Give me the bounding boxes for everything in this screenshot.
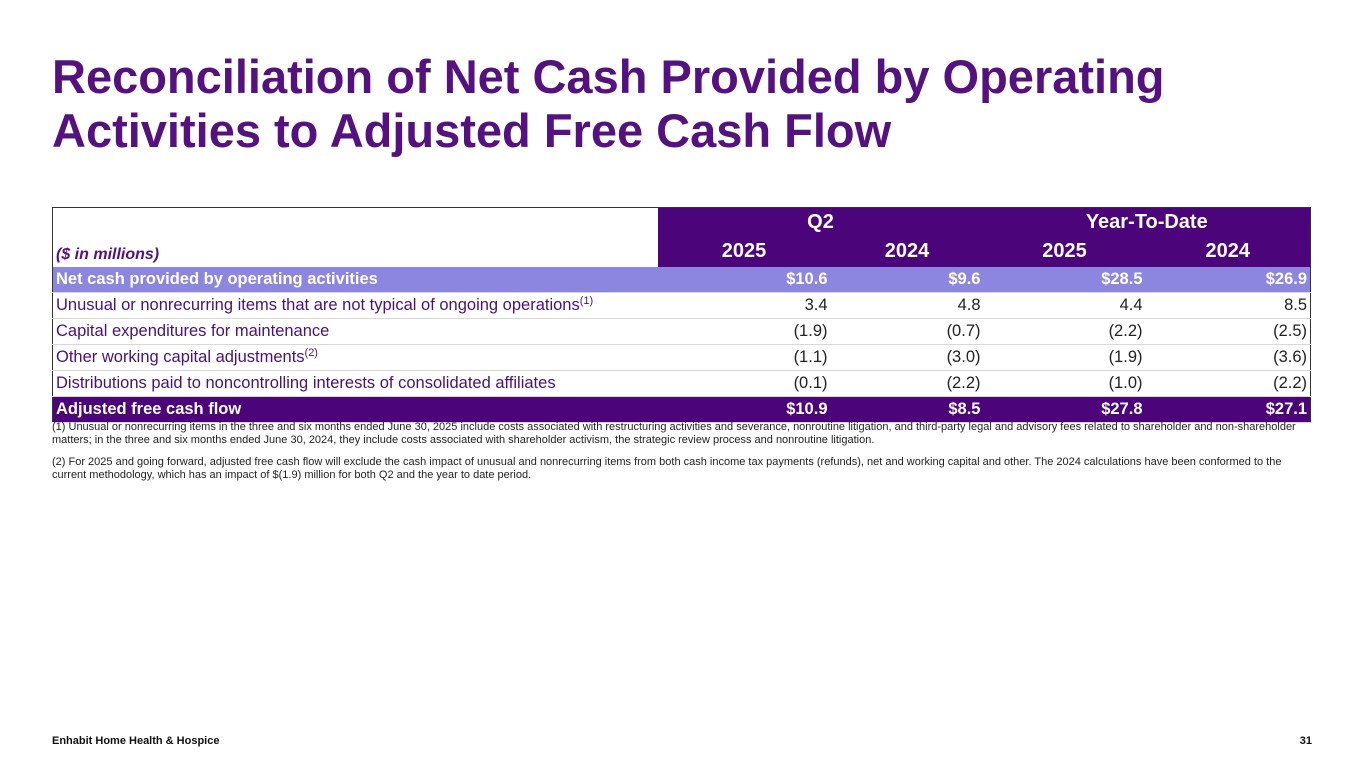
row-label-text: Net cash provided by operating activitie…: [56, 270, 378, 288]
value-cell: (1.0): [983, 370, 1146, 397]
value-cell: (1.1): [657, 344, 831, 371]
row-label: Unusual or nonrecurring items that are n…: [52, 292, 658, 319]
footer-company: Enhabit Home Health & Hospice: [52, 735, 220, 747]
table-row: Distributions paid to noncontrolling int…: [52, 370, 1311, 397]
value-cell: (2.2): [830, 370, 984, 397]
value-cell: (3.6): [1145, 344, 1311, 371]
value-cell: $8.5: [830, 396, 984, 423]
table-body: Q2 Year-To-Date ($ in millions) 2025 2024…: [52, 207, 1311, 423]
row-label-text: Other working capital adjustments: [56, 348, 305, 366]
row-label-text: Adjusted free cash flow: [56, 400, 242, 418]
row-label-text: Unusual or nonrecurring items that are n…: [56, 296, 580, 314]
footnote-ref: (1): [579, 295, 594, 307]
table-row: Adjusted free cash flow $10.9 $8.5 $27.8 $27…: [52, 396, 1311, 423]
value-cell: $26.9: [1145, 267, 1311, 293]
year-header: 2025: [983, 236, 1146, 267]
table-row: Capital expenditures for maintenance (1.9…: [52, 318, 1311, 345]
value-cell: $10.6: [657, 267, 831, 293]
value-cell: 8.5: [1145, 292, 1311, 319]
year-header: 2024: [830, 236, 984, 267]
year-header: 2024: [1145, 236, 1311, 267]
value-cell: (2.2): [1145, 370, 1311, 397]
group-header: Year-To-Date: [983, 207, 1311, 236]
value-cell: (0.7): [830, 318, 984, 345]
group-header-row: Q2 Year-To-Date: [52, 207, 1311, 236]
footnote: (2) For 2025 and going forward, adjusted…: [52, 456, 1282, 481]
blank-cell: [52, 207, 658, 236]
value-cell: (2.5): [1145, 318, 1311, 345]
table-row: Other working capital adjustments(2) (1.1…: [52, 344, 1311, 371]
value-cell: (1.9): [983, 344, 1146, 371]
slide-title: Reconciliation of Net Cash Provided by O…: [52, 50, 1165, 157]
value-cell: $10.9: [657, 396, 831, 423]
row-label: Capital expenditures for maintenance: [52, 318, 658, 345]
year-header-row: ($ in millions) 2025 2024 2025 2024: [52, 236, 1311, 267]
units-label: ($ in millions): [52, 236, 658, 267]
row-label: Distributions paid to noncontrolling int…: [52, 370, 658, 397]
value-cell: 4.4: [983, 292, 1146, 319]
row-label-text: Distributions paid to noncontrolling int…: [56, 374, 556, 392]
value-cell: $27.1: [1145, 396, 1311, 423]
footnote-ref: (2): [304, 347, 318, 359]
year-header: 2025: [657, 236, 831, 267]
table-row: Net cash provided by operating activitie…: [52, 267, 1311, 293]
row-label: Net cash provided by operating activitie…: [52, 267, 658, 293]
value-cell: (1.9): [657, 318, 831, 345]
value-cell: 4.8: [830, 292, 984, 319]
footnotes: (1) Unusual or nonrecurring items in the…: [52, 421, 1310, 491]
value-cell: (0.1): [657, 370, 831, 397]
value-cell: (2.2): [983, 318, 1146, 345]
value-cell: (3.0): [830, 344, 984, 371]
row-label: Other working capital adjustments(2): [52, 344, 658, 371]
group-header: Q2: [657, 207, 984, 236]
footnote: (1) Unusual or nonrecurring items in the…: [52, 421, 1296, 446]
page-number: 31: [1299, 735, 1312, 747]
value-cell: $28.5: [983, 267, 1146, 293]
value-cell: $27.8: [983, 396, 1146, 423]
row-label-text: Capital expenditures for maintenance: [56, 322, 330, 340]
reconciliation-table: Q2 Year-To-Date ($ in millions) 2025 2024…: [52, 207, 1312, 423]
table-row: Unusual or nonrecurring items that are n…: [52, 292, 1311, 319]
value-cell: 3.4: [657, 292, 831, 319]
value-cell: $9.6: [830, 267, 984, 293]
row-label: Adjusted free cash flow: [52, 396, 658, 423]
